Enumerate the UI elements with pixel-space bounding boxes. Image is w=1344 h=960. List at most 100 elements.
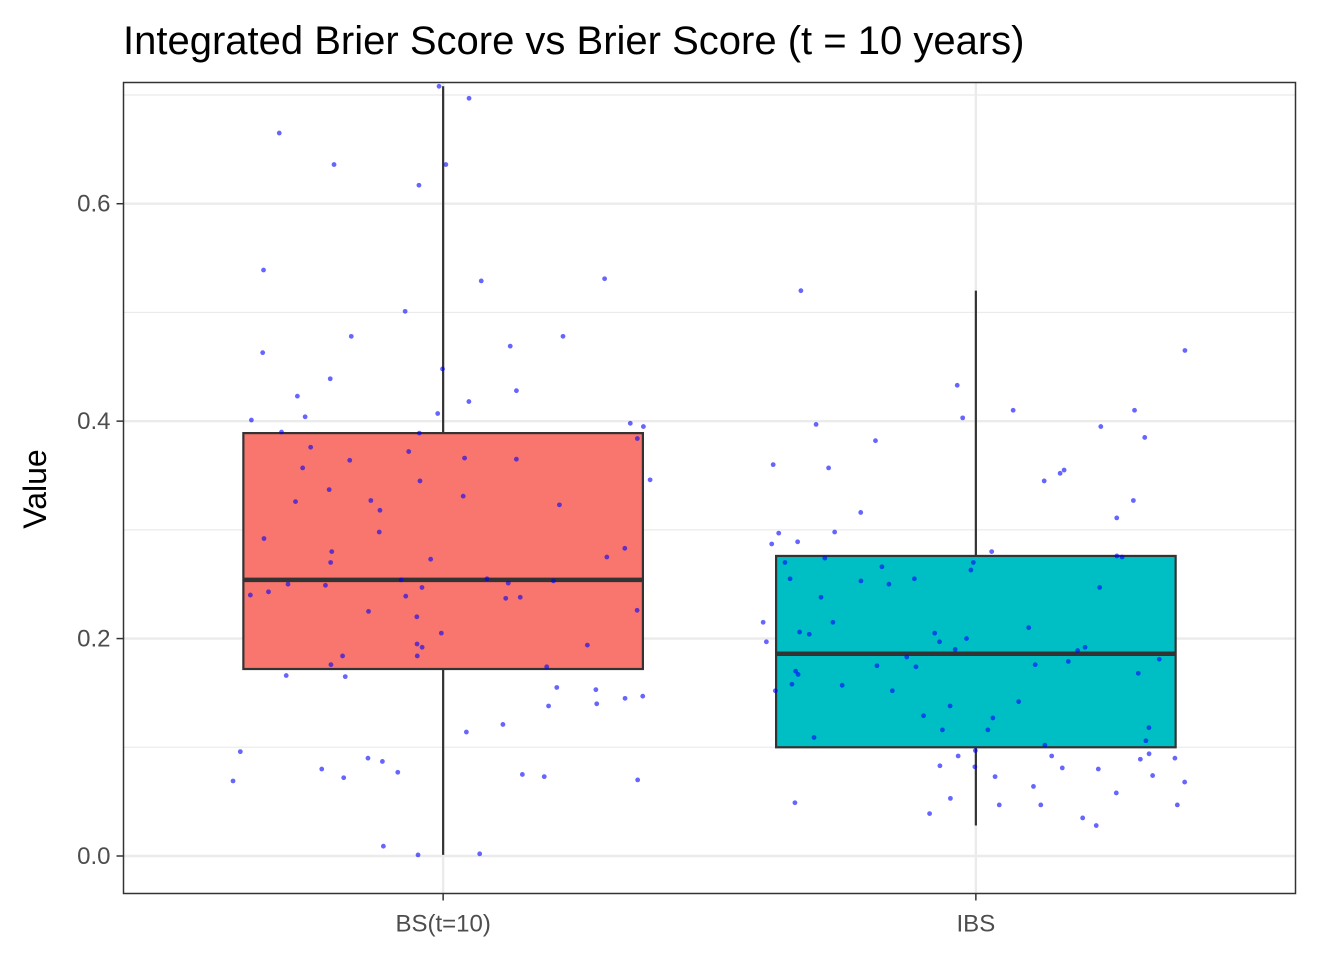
jitter-point [435, 411, 441, 416]
jitter-point [932, 630, 938, 636]
jitter-point [414, 653, 420, 659]
jitter-point [948, 795, 953, 801]
jitter-point [830, 619, 836, 625]
jitter-point [940, 727, 945, 733]
jitter-point [858, 578, 864, 584]
jitter-point [937, 639, 942, 645]
jitter-point [419, 585, 425, 590]
jitter-point [584, 642, 590, 648]
jitter-point [858, 510, 864, 515]
jitter-point [1137, 756, 1143, 762]
jitter-point [560, 333, 566, 339]
jitter-point [438, 630, 444, 636]
jitter-point [795, 539, 801, 545]
jitter-point [776, 530, 782, 536]
jitter-point [782, 560, 788, 565]
jitter-point [308, 444, 314, 450]
jitter-point [428, 556, 434, 562]
jitter-point [484, 576, 490, 582]
jitter-point [328, 662, 334, 668]
jitter-point [1156, 656, 1162, 662]
jitter-point [985, 727, 991, 733]
jitter-point [1174, 802, 1180, 808]
jitter-point [763, 639, 769, 645]
jitter-point [477, 851, 483, 857]
jitter-point [1032, 662, 1038, 668]
jitter-point [266, 589, 271, 595]
jitter-point [594, 701, 600, 707]
x-axis: BS(t=10) IBS [395, 893, 995, 938]
jitter-point [541, 774, 547, 780]
jitter-point [323, 582, 328, 588]
jitter-point [503, 595, 509, 601]
jitter-point [248, 417, 254, 423]
jitter-point [972, 764, 978, 770]
jitter-point [478, 278, 484, 284]
jitter-point [366, 608, 371, 614]
jitter-point [279, 429, 284, 435]
y-tick-label: 0.4 [77, 408, 110, 435]
jitter-point [261, 267, 266, 273]
jitter-point [795, 672, 801, 677]
jitter-point [460, 493, 466, 499]
jitter-point [514, 388, 519, 394]
jitter-point [466, 399, 472, 404]
jitter-point [955, 753, 961, 759]
jitter-point [822, 555, 828, 561]
jitter-point [913, 664, 919, 670]
jitter-point [328, 560, 334, 565]
jitter-point [640, 693, 646, 699]
jitter-point [500, 722, 506, 727]
jitter-point [964, 636, 969, 641]
jitter-point [873, 438, 878, 444]
box [242, 431, 645, 671]
jitter-point [593, 687, 599, 693]
jitter-point [789, 681, 795, 687]
jitter-point [1080, 815, 1086, 821]
jitter-point [806, 631, 812, 637]
jitter-point [276, 130, 282, 136]
jitter-point [505, 580, 511, 586]
jitter-point [813, 422, 819, 427]
jitter-point [416, 182, 422, 188]
jitter-point [952, 647, 958, 652]
jitter-point [1113, 790, 1119, 796]
jitter-point [634, 436, 640, 441]
jitter-point [300, 465, 306, 471]
jitter-point [1095, 766, 1101, 772]
jitter-point [230, 778, 236, 784]
jitter-point [260, 350, 266, 356]
jitter-point [341, 775, 347, 781]
jitter-point [507, 343, 513, 349]
jitter-point [1172, 755, 1178, 761]
jitter-point [557, 502, 562, 508]
jitter-point [237, 749, 243, 755]
jitter-point [1143, 738, 1149, 744]
jitter-point [380, 759, 385, 764]
jitter-point [513, 456, 519, 462]
jitter-point [635, 777, 641, 783]
jitter-point [406, 449, 412, 454]
y-axis: 0.0 0.2 0.4 0.6 [77, 191, 124, 870]
jitter-point [1082, 644, 1088, 650]
jitter-point [989, 549, 995, 554]
jitter-point [760, 619, 766, 625]
jitter-point [1132, 407, 1137, 413]
jitter-point [416, 430, 422, 436]
jitter-point [368, 498, 374, 503]
jitter-point [340, 653, 345, 659]
jitter-point [970, 560, 976, 565]
jitter-point [348, 333, 354, 339]
jitter-point [319, 766, 325, 772]
jitter-point [283, 673, 289, 678]
jitter-point [960, 415, 966, 421]
jitter-point [769, 541, 775, 547]
jitter-point [879, 564, 885, 570]
jitter-point [1057, 470, 1063, 476]
jitter-point [402, 308, 408, 314]
jitter-point [554, 685, 560, 690]
jitter-point [1042, 742, 1048, 748]
jitter-point [927, 811, 932, 816]
plot-panel-border [122, 81, 1297, 895]
